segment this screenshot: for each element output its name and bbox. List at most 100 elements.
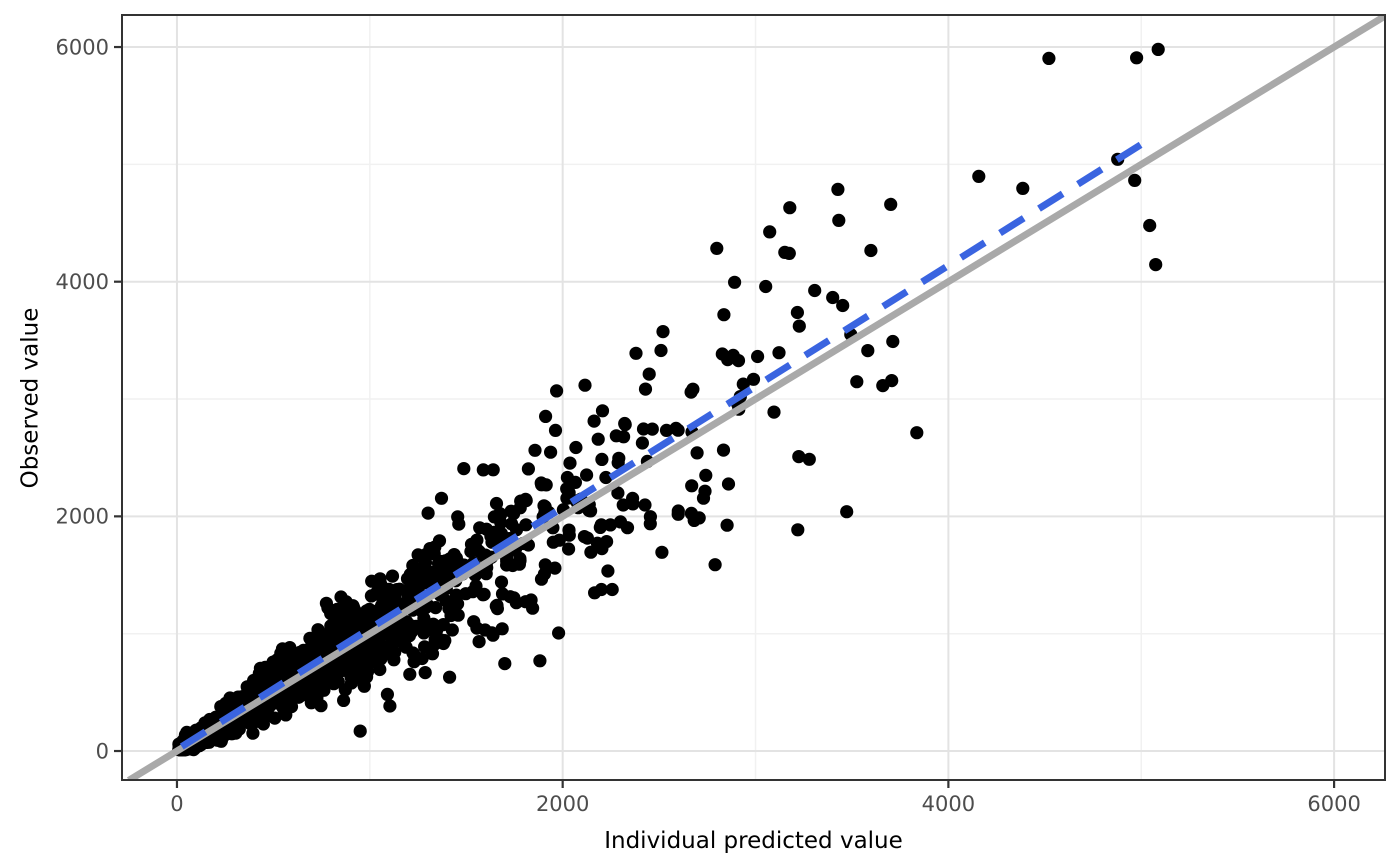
data-point	[312, 669, 326, 683]
data-point	[767, 405, 781, 419]
data-point	[506, 506, 521, 521]
data-point	[720, 518, 734, 532]
y-tick-label: 2000	[56, 505, 109, 529]
data-point	[534, 572, 549, 586]
data-point	[751, 349, 765, 364]
data-point	[642, 367, 656, 381]
data-point	[498, 657, 512, 671]
data-point	[595, 404, 610, 418]
data-point	[494, 575, 509, 589]
data-point	[587, 414, 601, 428]
data-point	[569, 440, 583, 455]
data-point	[655, 545, 669, 559]
data-point	[417, 626, 431, 640]
data-point	[791, 523, 805, 537]
data-point	[356, 659, 370, 673]
data-point	[238, 713, 252, 727]
data-point	[548, 561, 562, 575]
data-point	[433, 633, 447, 647]
data-point	[427, 543, 441, 557]
data-point	[728, 275, 742, 289]
data-point	[671, 423, 685, 437]
data-point	[494, 508, 508, 522]
tick-marks	[114, 45, 1336, 788]
data-point	[470, 533, 484, 547]
data-point	[528, 443, 542, 457]
data-point	[910, 426, 924, 440]
data-point	[457, 462, 471, 476]
data-point	[599, 470, 613, 485]
x-tick-label: 2000	[536, 792, 589, 816]
data-point	[466, 585, 480, 599]
data-point	[1130, 51, 1144, 65]
data-point	[1143, 218, 1157, 233]
data-point	[1149, 258, 1163, 272]
y-tick-label: 4000	[56, 270, 109, 294]
data-point	[861, 344, 875, 358]
data-point	[685, 479, 699, 493]
data-point	[507, 591, 521, 605]
x-tick-label: 6000	[1307, 792, 1360, 816]
data-point	[778, 245, 792, 259]
data-point	[284, 647, 298, 661]
x-tick-label: 4000	[922, 792, 975, 816]
data-point	[836, 298, 850, 313]
data-point	[629, 346, 643, 360]
data-point	[443, 670, 457, 684]
data-point	[378, 647, 392, 661]
identity-line	[126, 15, 1385, 780]
data-point	[258, 660, 272, 674]
data-point	[626, 491, 640, 505]
data-point	[486, 628, 500, 642]
data-point	[477, 587, 491, 601]
data-point	[635, 436, 650, 450]
data-point	[560, 470, 575, 485]
data-point	[885, 374, 899, 388]
data-point	[389, 634, 403, 648]
data-point	[562, 528, 576, 542]
data-point	[519, 595, 533, 609]
data-point	[864, 243, 878, 258]
data-point	[884, 197, 898, 211]
data-point	[708, 558, 722, 572]
data-point	[699, 468, 713, 482]
data-point	[832, 213, 846, 227]
data-point	[399, 640, 413, 654]
data-point	[1042, 51, 1056, 65]
data-point	[473, 521, 487, 535]
data-point	[550, 384, 564, 398]
data-point	[373, 662, 387, 677]
data-point	[654, 343, 668, 358]
data-point	[563, 456, 577, 470]
data-point	[260, 702, 274, 716]
data-point	[721, 477, 736, 491]
y-axis-title: Observed value	[17, 307, 44, 489]
data-point	[490, 602, 504, 616]
data-point	[591, 432, 605, 446]
data-point	[562, 542, 576, 556]
data-point	[552, 626, 566, 640]
data-point	[434, 491, 449, 505]
data-point	[601, 564, 615, 578]
fit-line	[179, 140, 1146, 750]
data-point	[487, 534, 501, 548]
data-point	[594, 582, 609, 597]
data-point	[470, 621, 484, 635]
data-point	[792, 319, 806, 333]
data-point	[715, 347, 729, 361]
data-point	[886, 334, 900, 349]
data-point	[840, 505, 854, 519]
fit-line	[179, 140, 1146, 750]
data-point	[421, 506, 435, 520]
data-point	[472, 635, 486, 649]
data-point	[304, 696, 318, 710]
data-point	[638, 382, 653, 396]
tick-labels: 0 2000 4000 6000 0 2000 4000 6000	[56, 35, 1361, 816]
data-point	[826, 290, 840, 305]
data-point	[808, 283, 822, 298]
data-point	[692, 511, 706, 525]
data-point	[972, 169, 986, 183]
x-axis-title: Individual predicted value	[604, 828, 903, 854]
data-point	[656, 325, 670, 339]
